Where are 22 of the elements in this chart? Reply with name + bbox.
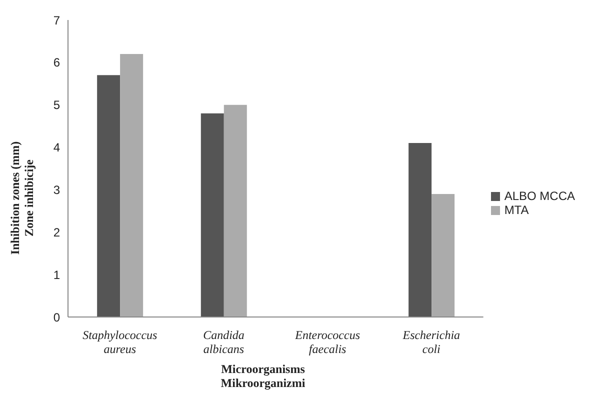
x-axis-title: Microorganisms Mikroorganizmi xyxy=(220,362,306,390)
x-tick-label: Enterococcus faecalis xyxy=(294,328,360,356)
y-tick-label: 6 xyxy=(53,56,60,70)
legend-label: MTA xyxy=(504,202,529,216)
legend-label: ALBO MCCA xyxy=(504,188,575,202)
y-tick-label: 2 xyxy=(53,225,60,240)
y-tick-label: 1 xyxy=(53,268,60,282)
bar xyxy=(224,104,247,317)
y-tick-label: 7 xyxy=(53,13,60,28)
bar xyxy=(120,54,144,317)
y-tick-label: 3 xyxy=(53,182,60,197)
y-tick-label: 5 xyxy=(53,98,60,112)
bar xyxy=(97,75,120,317)
y-axis-title: Inhibition zones (mm) Zone inhibicije xyxy=(8,141,36,255)
y-tick-label: 4 xyxy=(53,140,60,155)
x-tick-label: Staphylococcus aureus xyxy=(82,328,158,356)
bar xyxy=(432,194,455,317)
x-tick-label: Escherichia coli xyxy=(402,328,460,356)
bar xyxy=(200,113,224,317)
x-tick-label: Candida albicans xyxy=(203,328,244,356)
y-tick-label: 0 xyxy=(53,310,60,324)
bar xyxy=(408,143,432,317)
